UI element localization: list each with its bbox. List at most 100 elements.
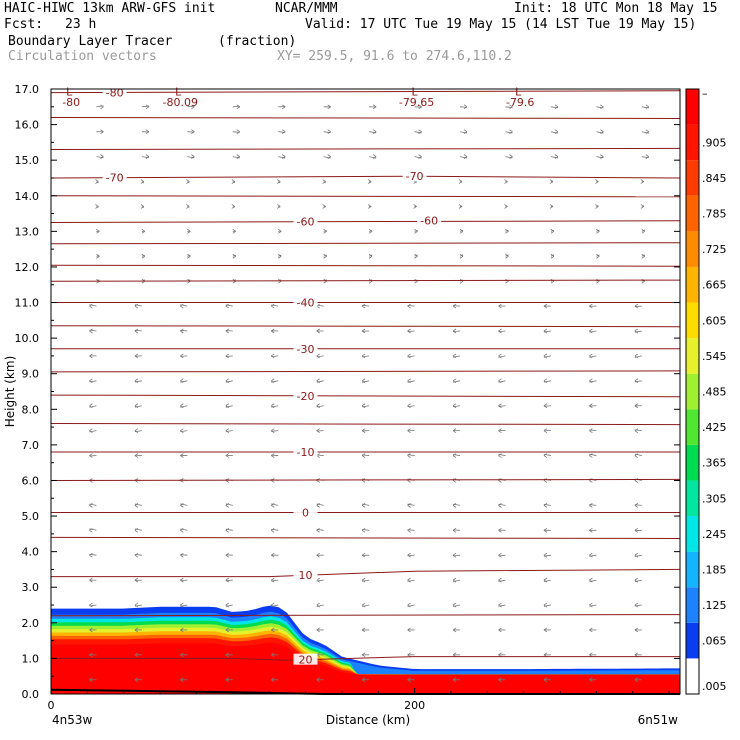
colorbar-swatch [686,266,699,303]
circulation-arrowhead [640,204,645,209]
circulation-arrowhead [509,154,513,159]
colorbar-label: .365 [702,457,727,470]
circulation-arrowhead [505,229,509,234]
colorbar-label: .005 [702,680,727,693]
isotherm-line [50,175,681,179]
circulation-arrowhead [96,229,100,234]
circulation-arrowhead [543,503,548,508]
circulation-arrowhead [180,602,184,608]
circulation-arrowhead [361,602,366,608]
circulation-arrowhead [367,204,372,209]
xy-range: XY= 259.5, 91.6 to 274.6,110.2 [277,49,512,64]
circulation-arrowhead [191,129,195,135]
circulation-arrowhead [463,104,468,110]
circulation-arrowhead [225,353,230,359]
circulation-arrowhead [452,627,457,633]
circulation-arrowhead [634,378,639,384]
isotherm-line [50,614,681,617]
circulation-arrowhead [322,179,326,184]
circulation-arrowhead [134,652,139,658]
circulation-arrowhead [271,552,275,558]
circulation-arrowhead [634,627,639,633]
isotherm-line [50,117,681,119]
circulation-arrowhead [316,353,320,359]
isotherm-line [50,370,681,373]
circulation-arrowhead [271,627,275,633]
circulation-arrowhead [361,503,366,508]
circulation-arrowhead [498,602,502,608]
circulation-arrowhead [134,303,139,309]
circulation-arrowhead [509,104,513,110]
isotherm-label-bg [293,215,318,227]
circulation-arrowhead [316,602,320,608]
circulation-arrowhead [327,104,331,110]
circulation-arrowhead [634,677,639,683]
axes-layer: 0.0 1.0 2.0 3.0 4.0 5.0 6.0 7.0 8.0 9.0 10.0 11.0 12… [3,83,681,727]
circulation-arrowhead [589,428,593,433]
circulation-arrowhead [368,229,373,234]
circulation-arrowhead [145,129,150,135]
circulation-arrowhead [141,229,146,234]
circulation-arrowhead [414,253,418,259]
minimum-value: -79.6 [506,96,534,109]
circulation-arrowhead [225,403,230,409]
circulation-arrowhead [372,154,377,159]
circulation-arrowhead [225,677,230,683]
circulation-arrowhead [498,428,502,433]
org-label: NCAR/MMM [275,1,338,16]
circulation-arrowhead [180,353,184,359]
circulation-arrowhead [498,328,502,334]
circulation-arrowhead [554,104,559,110]
circulation-arrowhead [504,204,508,209]
circulation-arrowhead [316,378,320,384]
circulation-arrowhead [595,179,599,184]
isotherm-label: 20 [299,654,313,667]
circulation-arrowhead [134,503,139,508]
circulation-arrowhead [140,204,145,209]
colorbar-swatch [686,160,699,196]
circulation-arrowhead [361,627,366,633]
isotherm-label: -60 [297,216,315,229]
plot-frame [50,88,681,695]
circulation-arrowhead [600,154,604,159]
circulation-arrowhead [498,527,502,533]
circulation-arrowhead [641,229,646,234]
isotherm-line [50,423,681,426]
circulation-arrowhead [225,428,230,433]
circulation-arrowhead [134,627,139,633]
minimum-value: -80.09 [163,96,198,109]
forecast-label: Fcst: [4,17,44,32]
circulation-arrowhead [180,503,184,508]
circulation-arrowhead [271,527,275,533]
circulation-arrowhead [634,602,639,608]
circulation-arrowhead [600,104,604,110]
circulation-arrowhead [89,403,93,409]
circulation-arrowhead [89,652,93,658]
circulation-arrowhead [322,204,326,209]
circulation-arrowhead [225,303,230,309]
circulation-arrowhead [282,154,286,159]
colorbar-label: .065 [702,635,727,648]
circulation-arrowhead [452,328,457,334]
circulation-arrowhead [95,179,99,184]
colorbar-swatch [686,444,699,481]
colorbar-swatch [686,516,699,552]
circulation-arrowhead [134,527,139,533]
colorbar-label: .185 [702,563,727,576]
circulation-arrowhead [180,453,184,458]
y-tick-label: 6.0 [22,474,40,487]
y-tick-label: 0.0 [22,688,40,701]
minimum-marker: L [66,86,73,99]
circulation-arrowhead [316,403,320,409]
circulation-arrowhead [368,253,373,259]
circulation-arrowhead [180,403,184,409]
circulation-arrowhead [180,328,184,334]
circulation-arrowhead [277,204,281,209]
y-tick-label: 16.0 [15,119,40,132]
circulation-arrowhead [634,577,639,583]
circulation-arrowhead [361,428,366,433]
circulation-arrowhead [225,378,230,384]
y-tick-label: 15.0 [15,154,40,167]
circulation-arrowhead [498,453,502,458]
circulation-arrowhead [549,204,554,209]
